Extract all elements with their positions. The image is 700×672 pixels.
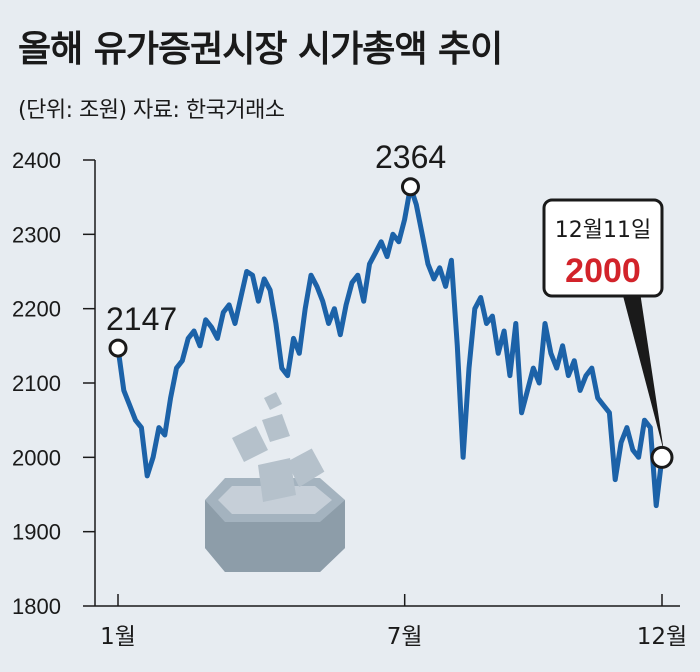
series-line [115,184,665,509]
chart-subtitle: (단위: 조원) 자료: 한국거래소 [18,98,285,123]
x-tick-label: 12월 [637,624,687,650]
y-tick-label: 2200 [12,297,61,322]
start-value-marker [108,338,128,358]
peak-value-marker [400,177,420,197]
peak-value-label: 2364 [375,139,446,175]
y-tick-label: 1900 [12,520,61,545]
callout-box: 12월11일 2000 [542,198,664,452]
x-tick-label: 7월 [387,624,423,650]
y-tick-label: 1800 [12,594,61,619]
y-tick-label: 2400 [12,148,61,173]
start-value-label: 2147 [106,301,177,337]
chart-title: 올해 유가증권시장 시가총액 추이 [18,29,503,70]
callout-date: 12월11일 [555,218,651,243]
y-tick-label: 2300 [12,222,61,247]
y-tick-label: 2000 [12,445,61,470]
callout-value: 2000 [565,252,641,290]
y-tick-label: 2100 [12,371,61,396]
x-tick-label: 1월 [100,624,136,650]
end-value-marker [650,445,674,469]
money-box-icon [205,392,345,572]
